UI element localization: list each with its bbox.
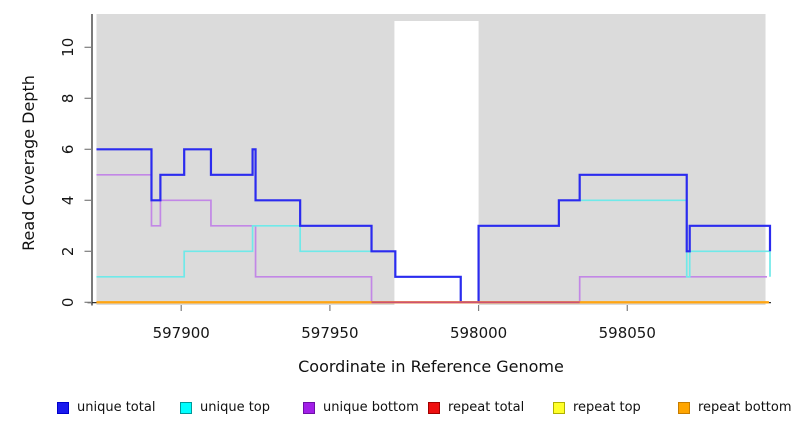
y-tick-label: 0	[59, 298, 77, 308]
x-tick-label: 598050	[599, 324, 656, 342]
x-tick-label: 598000	[450, 324, 507, 342]
series-line-unique-total	[96, 148, 772, 304]
y-tick-label: 6	[59, 145, 77, 155]
y-tick-label: 10	[59, 38, 77, 57]
y-tick-label: 4	[59, 196, 77, 206]
uncovered-gap-band	[394, 21, 479, 305]
y-tick-label: 2	[59, 247, 77, 257]
x-axis-title: Coordinate in Reference Genome	[298, 357, 564, 376]
y-tick-label: 8	[59, 94, 77, 104]
y-axis-title: Read Coverage Depth	[19, 75, 38, 251]
x-tick-label: 597950	[301, 324, 358, 342]
x-tick-label: 597900	[153, 324, 210, 342]
